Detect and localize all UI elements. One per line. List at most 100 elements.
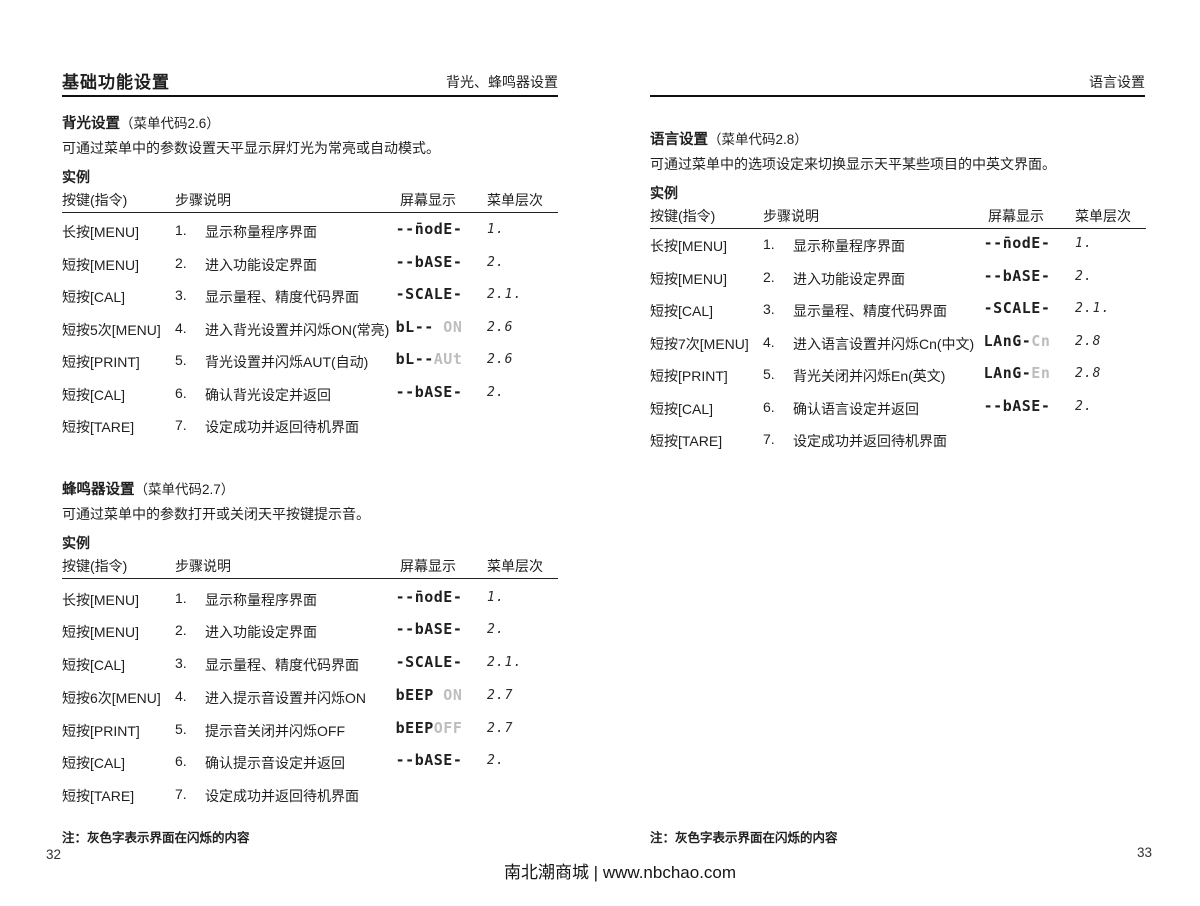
lcd-flashing-text: ON xyxy=(433,686,463,704)
section-title-text: 背光设置 xyxy=(62,116,120,132)
lcd-static-text: --n̄odE- xyxy=(395,220,463,238)
lcd-flashing-text: ON xyxy=(433,318,463,336)
step-text: 设定成功并返回待机界面 xyxy=(205,419,359,435)
lcd-display: LAnG-En xyxy=(968,364,1066,382)
lcd-display: --bASE- xyxy=(380,620,478,638)
table-row: 短按7次[MENU] 4. 进入语言设置并闪烁Cn(中文) LAnG-Cn 2.8 xyxy=(650,332,1146,354)
col-key-header: 按键(指令) xyxy=(62,192,128,208)
step-number: 1. xyxy=(175,222,187,238)
key-cell: 长按[MENU] xyxy=(62,592,139,608)
table-header-rule xyxy=(650,228,1146,229)
key-cell: 短按[CAL] xyxy=(62,289,126,305)
col-display-header: 屏幕显示 xyxy=(988,208,1044,224)
table-row: 短按[MENU] 2. 进入功能设定界面 --bASE- 2. xyxy=(62,253,558,275)
step-number: 2. xyxy=(763,269,775,285)
section-description: 可通过菜单中的参数设置天平显示屏灯光为常亮或自动模式。 xyxy=(62,140,440,156)
example-label: 实例 xyxy=(62,169,90,185)
table-row: 短按[CAL] 6. 确认背光设定并返回 --bASE- 2. xyxy=(62,383,558,405)
lcd-static-text: bEEP xyxy=(395,686,434,704)
table-row: 短按[CAL] 3. 显示量程、精度代码界面 -SCALE- 2.1. xyxy=(650,299,1146,321)
lcd-static-text: --n̄odE- xyxy=(395,588,463,606)
table-header-rule xyxy=(62,212,558,213)
lcd-display: --bASE- xyxy=(380,253,478,271)
step-text: 显示称量程序界面 xyxy=(205,224,317,240)
table-row: 长按[MENU] 1. 显示称量程序界面 --n̄odE- 1. xyxy=(62,220,558,242)
flashing-note-left: 注：灰色字表示界面在闪烁的内容 xyxy=(62,831,250,845)
lcd-display: --n̄odE- xyxy=(968,234,1066,252)
key-cell: 短按[CAL] xyxy=(650,401,714,417)
table-row: 短按[TARE] 7. 设定成功并返回待机界面 xyxy=(650,431,1146,451)
key-cell: 短按7次[MENU] xyxy=(650,336,749,352)
step-text: 提示音关闭并闪烁OFF xyxy=(205,723,345,739)
key-cell: 短按[CAL] xyxy=(650,303,714,319)
example-label: 实例 xyxy=(62,535,90,551)
menu-level-cell: 2.1. xyxy=(487,287,523,302)
lcd-static-text: -SCALE- xyxy=(395,653,463,671)
lcd-static-text: bL-- xyxy=(395,318,434,336)
menu-level-cell: 2. xyxy=(1075,399,1093,414)
step-text: 进入功能设定界面 xyxy=(793,271,905,287)
step-text: 显示量程、精度代码界面 xyxy=(205,289,359,305)
lcd-static-text: LAnG- xyxy=(983,364,1032,382)
step-text: 背光关闭并闪烁En(英文) xyxy=(793,368,946,384)
step-number: 7. xyxy=(175,786,187,802)
menu-level-cell: 2.6 xyxy=(487,352,514,367)
col-display-header: 屏幕显示 xyxy=(400,192,456,208)
lcd-display: --bASE- xyxy=(380,383,478,401)
step-text: 进入背光设置并闪烁ON(常亮) xyxy=(205,322,390,338)
left-header-subtitle: 背光、蜂鸣器设置 xyxy=(446,74,558,90)
table-row: 短按[PRINT] 5. 背光设置并闪烁AUT(自动) bL--AUt 2.6 xyxy=(62,350,558,372)
lcd-static-text: --bASE- xyxy=(395,383,463,401)
lcd-flashing-text: OFF xyxy=(433,719,463,737)
lcd-static-text: bEEP xyxy=(395,719,434,737)
flashing-note-right: 注：灰色字表示界面在闪烁的内容 xyxy=(650,831,838,845)
step-text: 确认提示音设定并返回 xyxy=(205,755,345,771)
table-row: 短按[PRINT] 5. 背光关闭并闪烁En(英文) LAnG-En 2.8 xyxy=(650,364,1146,386)
key-cell: 短按5次[MENU] xyxy=(62,322,161,338)
table-row: 短按[CAL] 3. 显示量程、精度代码界面 -SCALE- 2.1. xyxy=(62,285,558,307)
table-row: 长按[MENU] 1. 显示称量程序界面 --n̄odE- 1. xyxy=(62,588,558,610)
key-cell: 短按[TARE] xyxy=(650,433,723,449)
step-text: 显示称量程序界面 xyxy=(205,592,317,608)
table-row: 短按[MENU] 2. 进入功能设定界面 --bASE- 2. xyxy=(650,267,1146,289)
key-cell: 短按6次[MENU] xyxy=(62,690,161,706)
example-label: 实例 xyxy=(650,185,678,201)
lcd-static-text: --bASE- xyxy=(395,253,463,271)
table-row: 短按5次[MENU] 4. 进入背光设置并闪烁ON(常亮) bL-- ON 2.6 xyxy=(62,318,558,340)
col-key-header: 按键(指令) xyxy=(62,558,128,574)
lcd-display: --bASE- xyxy=(968,397,1066,415)
step-text: 显示量程、精度代码界面 xyxy=(205,657,359,673)
col-step-header: 步骤说明 xyxy=(763,208,819,224)
menu-level-cell: 2. xyxy=(487,255,505,270)
col-level-header: 菜单层次 xyxy=(487,558,543,574)
key-cell: 短按[MENU] xyxy=(62,624,139,640)
section-title-text: 语言设置 xyxy=(650,132,708,148)
left-header-title: 基础功能设置 xyxy=(62,73,170,92)
lcd-display: LAnG-Cn xyxy=(968,332,1066,350)
menu-level-cell: 2.6 xyxy=(487,320,514,335)
section-menu-code: （菜单代码2.6） xyxy=(120,116,220,131)
step-text: 设定成功并返回待机界面 xyxy=(205,788,359,804)
menu-level-cell: 1. xyxy=(487,222,505,237)
step-number: 7. xyxy=(763,431,775,447)
step-text: 设定成功并返回待机界面 xyxy=(793,433,947,449)
key-cell: 短按[MENU] xyxy=(650,271,727,287)
page-number-left: 32 xyxy=(46,847,62,862)
section-description: 可通过菜单中的参数打开或关闭天平按键提示音。 xyxy=(62,506,370,522)
lcd-static-text: --bASE- xyxy=(983,267,1051,285)
col-level-header: 菜单层次 xyxy=(487,192,543,208)
key-cell: 短按[PRINT] xyxy=(62,723,140,739)
lcd-static-text: -SCALE- xyxy=(983,299,1051,317)
right-page-header: 语言设置 xyxy=(650,68,1145,98)
table-header-rule xyxy=(62,578,558,579)
step-number: 5. xyxy=(175,721,187,737)
step-number: 6. xyxy=(175,385,187,401)
lcd-display: -SCALE- xyxy=(380,653,478,671)
lcd-static-text: -SCALE- xyxy=(395,285,463,303)
key-cell: 长按[MENU] xyxy=(62,224,139,240)
table-row: 短按[TARE] 7. 设定成功并返回待机界面 xyxy=(62,417,558,437)
lcd-static-text: --bASE- xyxy=(395,620,463,638)
col-step-header: 步骤说明 xyxy=(175,192,231,208)
page-number-right: 33 xyxy=(1136,845,1152,860)
section-menu-code: （菜单代码2.7） xyxy=(134,482,235,497)
